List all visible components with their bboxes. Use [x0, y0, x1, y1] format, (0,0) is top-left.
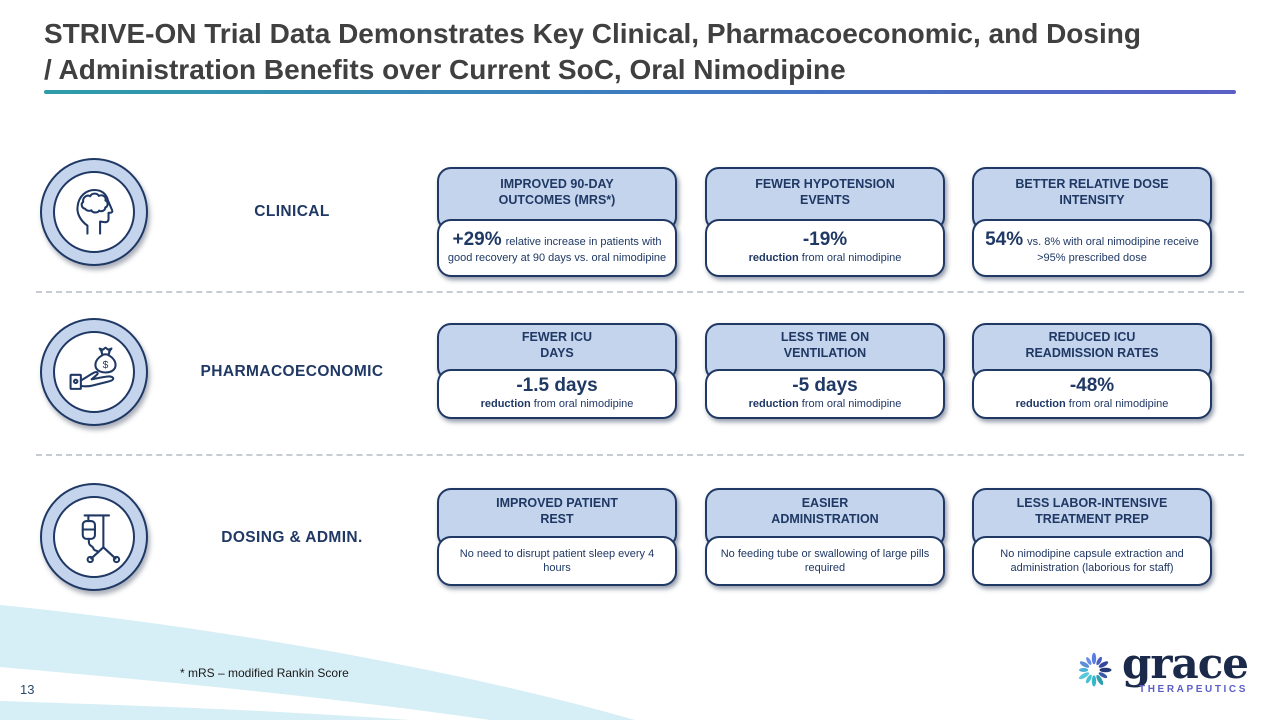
stat-value: +29% [452, 229, 502, 251]
card-body: -5 days reduction from oral nimodipine [705, 369, 945, 419]
stat-bold-word: reduction [480, 398, 531, 411]
slide-title: STRIVE-ON Trial Data Demonstrates Key Cl… [44, 18, 1141, 85]
card-improved-patient-rest: IMPROVED PATIENT REST No need to disrupt… [437, 488, 677, 586]
stat-value: -48% [1069, 375, 1115, 397]
card-reduced-icu-readmission: REDUCED ICU READMISSION RATES -48% reduc… [972, 323, 1212, 419]
grace-therapeutics-logo: grace THERAPEUTICS [1071, 639, 1249, 695]
svg-text:$: $ [103, 360, 109, 371]
row-label-dosing-admin: DOSING & ADMIN. [221, 529, 363, 546]
title-underline-gradient [44, 90, 1236, 94]
brain-head-icon [53, 171, 135, 253]
stat-description: from oral nimodipine [533, 398, 634, 411]
card-body: +29% relative increase in patients with g… [437, 219, 677, 277]
stat-description: from oral nimodipine [801, 398, 902, 411]
stat-description: relative increase in patients with good … [447, 236, 667, 265]
row-divider [36, 291, 1244, 293]
stat-bold-word: reduction [1015, 398, 1066, 411]
benefit-description: No nimodipine capsule extraction and adm… [1000, 547, 1184, 574]
clinical-icon-badge [40, 158, 148, 266]
card-less-labor-intensive-prep: LESS LABOR-INTENSIVE TREATMENT PREP No n… [972, 488, 1212, 586]
iv-stand-icon [53, 496, 135, 578]
dosing-admin-icon-badge [40, 483, 148, 591]
stat-value: -19% [802, 229, 848, 251]
stat-bold-word: reduction [748, 252, 799, 265]
row-label-clinical: CLINICAL [254, 203, 330, 220]
row-label-pharmacoeconomic: PHARMACOECONOMIC [200, 363, 384, 380]
stat-value: 54% [985, 229, 1024, 251]
pharmacoeconomic-icon-badge: $ [40, 318, 148, 426]
card-better-relative-dose-intensity: BETTER RELATIVE DOSE INTENSITY 54% vs. 8%… [972, 167, 1212, 277]
card-fewer-icu-days: FEWER ICU DAYS -1.5 days reduction from … [437, 323, 677, 419]
benefit-description: No feeding tube or swallowing of large p… [720, 547, 930, 574]
row-divider [36, 454, 1244, 456]
logo-wordmark: grace [1121, 639, 1249, 688]
corner-swoosh-decoration [0, 605, 635, 720]
stat-value: -5 days [792, 375, 858, 397]
card-body: No need to disrupt patient sleep every 4… [437, 536, 677, 586]
card-body: -1.5 days reduction from oral nimodipine [437, 369, 677, 419]
logo-subtext: THERAPEUTICS [1139, 683, 1248, 695]
logo-text: grace THERAPEUTICS [1121, 639, 1249, 695]
card-body: -48% reduction from oral nimodipine [972, 369, 1212, 419]
card-improved-90day-outcomes: IMPROVED 90-DAY OUTCOMES (MRS*) +29% rela… [437, 167, 677, 277]
stat-description: from oral nimodipine [801, 252, 902, 265]
money-hand-icon: $ [53, 331, 135, 413]
footnote-mrs: * mRS – modified Rankin Score [180, 666, 349, 680]
card-fewer-hypotension-events: FEWER HYPOTENSION EVENTS -19% reduction … [705, 167, 945, 277]
card-body: -19% reduction from oral nimodipine [705, 219, 945, 277]
stat-description: vs. 8% with oral nimodipine receive >95%… [1027, 236, 1199, 265]
stat-description: from oral nimodipine [1068, 398, 1169, 411]
card-body: No feeding tube or swallowing of large p… [705, 536, 945, 586]
page-number: 13 [20, 682, 35, 697]
card-less-time-on-ventilation: LESS TIME ON VENTILATION -5 days reducti… [705, 323, 945, 419]
stat-bold-word: reduction [748, 398, 799, 411]
stat-value: -1.5 days [516, 375, 598, 397]
card-body: 54% vs. 8% with oral nimodipine receive >… [972, 219, 1212, 277]
logo-burst-icon [1078, 653, 1112, 687]
card-easier-administration: EASIER ADMINISTRATION No feeding tube or… [705, 488, 945, 586]
card-body: No nimodipine capsule extraction and adm… [972, 536, 1212, 586]
benefit-description: No need to disrupt patient sleep every 4… [459, 547, 655, 574]
